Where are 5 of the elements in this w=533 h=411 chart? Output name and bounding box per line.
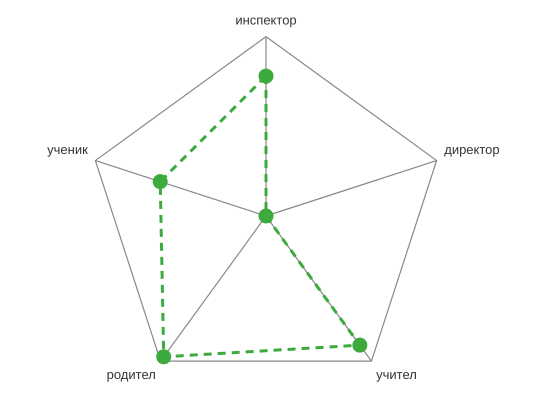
spoke-label: учител bbox=[376, 366, 417, 382]
spoke-label: директор bbox=[444, 142, 500, 157]
spoke-label: родител bbox=[106, 366, 156, 382]
spoke-label: ученик bbox=[47, 142, 88, 157]
spoke-label: инспектор bbox=[235, 12, 297, 28]
